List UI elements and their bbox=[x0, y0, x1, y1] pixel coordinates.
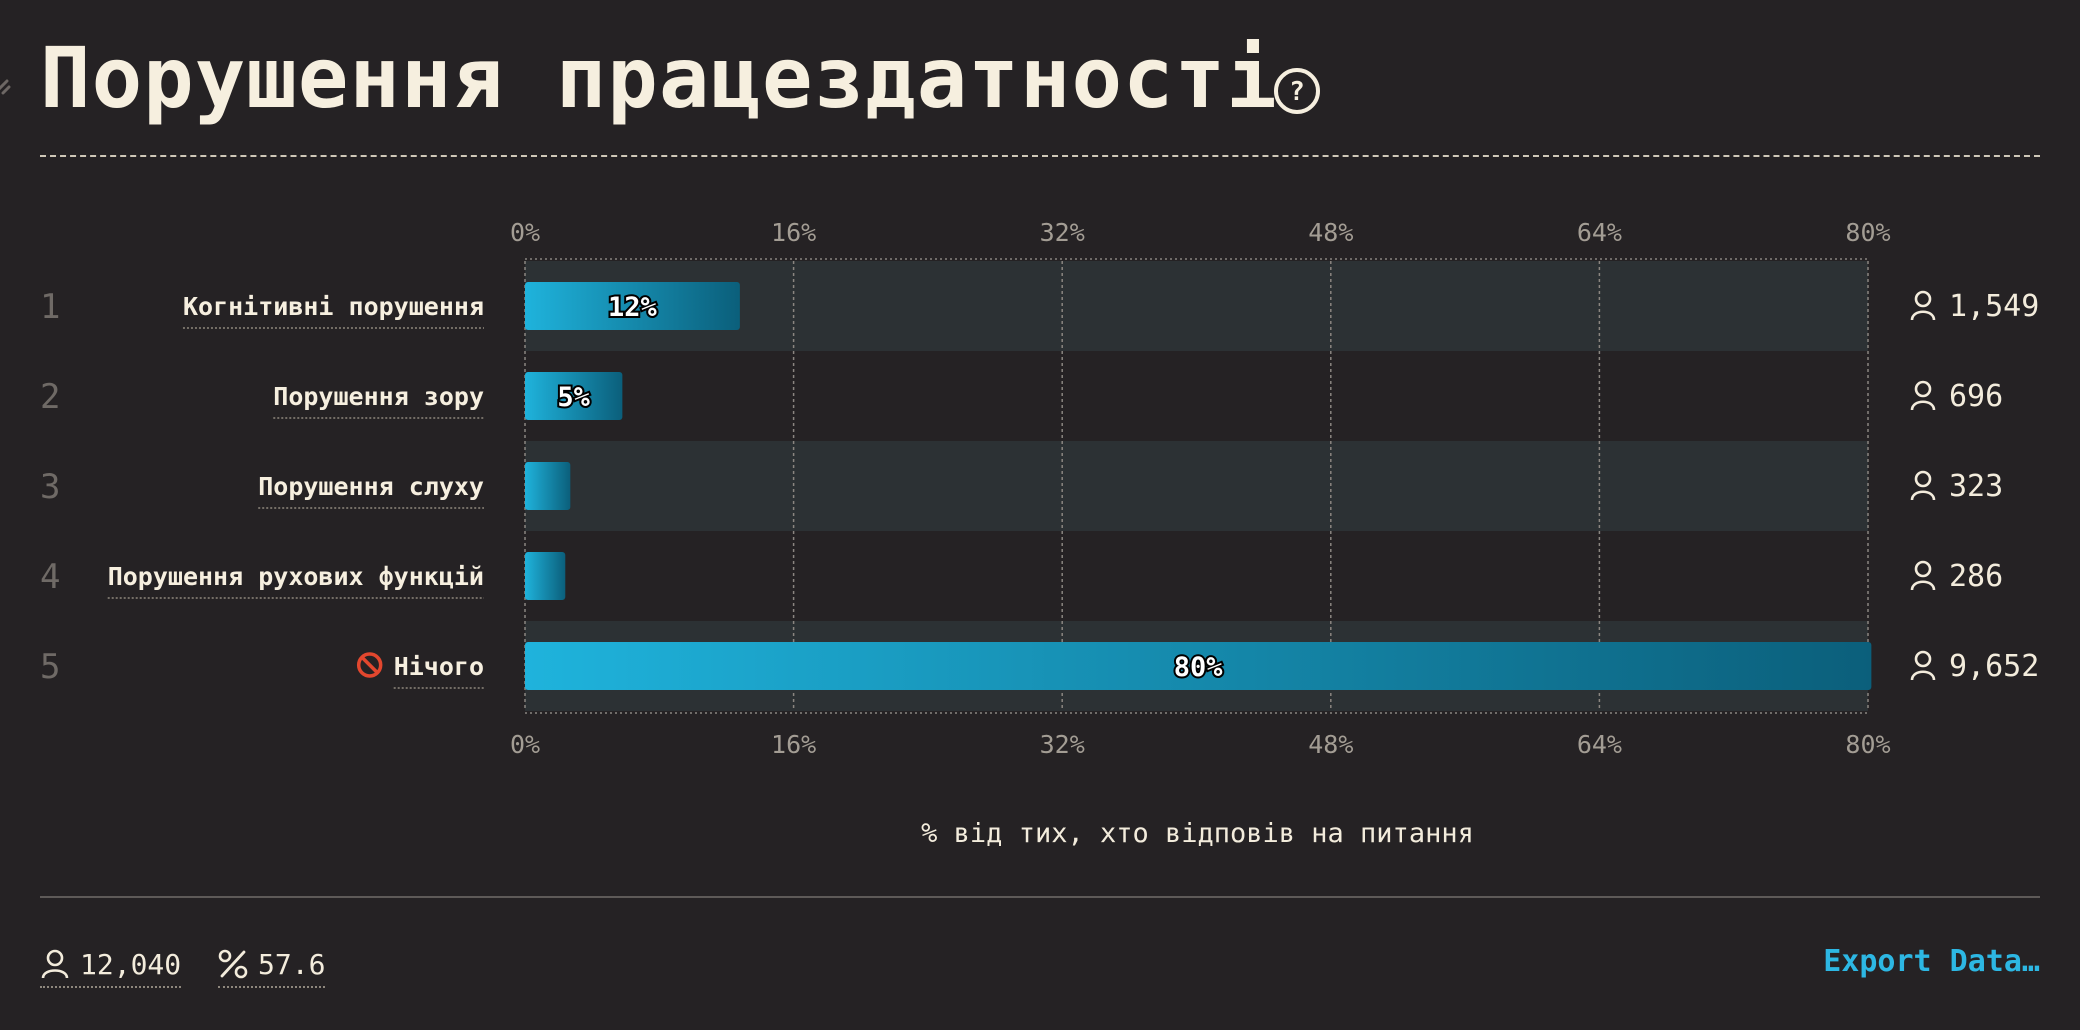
percent-icon bbox=[218, 949, 248, 979]
rank-number: 5 bbox=[40, 647, 60, 687]
category-label: Нічого bbox=[394, 652, 484, 681]
bar bbox=[525, 552, 566, 600]
export-data-button[interactable]: Export Data… bbox=[1823, 944, 2040, 979]
bar-value-label: 80% bbox=[1174, 652, 1224, 683]
bottom-tick-label: 64% bbox=[1577, 730, 1622, 759]
person-icon bbox=[1910, 380, 1936, 411]
bar bbox=[525, 462, 571, 510]
rank-number: 4 bbox=[40, 557, 60, 597]
top-tick-label: 32% bbox=[1040, 218, 1085, 247]
x-axis-title: % від тих, хто відповів на питання bbox=[921, 818, 1474, 849]
category-label: Порушення слуху bbox=[258, 472, 484, 501]
person-icon bbox=[41, 949, 69, 979]
footer-divider bbox=[40, 896, 2040, 898]
rank-number: 1 bbox=[40, 287, 60, 327]
bar bbox=[525, 372, 623, 420]
top-tick-label: 80% bbox=[1845, 218, 1890, 247]
prohibited-icon bbox=[356, 652, 383, 678]
bar bbox=[525, 282, 740, 330]
top-tick-label: 0% bbox=[510, 218, 540, 247]
top-tick-label: 16% bbox=[771, 218, 816, 247]
category-label: Порушення зору bbox=[273, 382, 484, 411]
bottom-tick-label: 48% bbox=[1308, 730, 1353, 759]
category-label: Порушення рухових функцій bbox=[108, 562, 484, 591]
person-icon bbox=[1910, 650, 1936, 681]
rank-number: 3 bbox=[40, 467, 60, 507]
row-band bbox=[525, 441, 1868, 531]
title-divider bbox=[40, 155, 2040, 157]
respondent-count: 9,652 bbox=[1949, 649, 2039, 684]
total-respondents-value: 12,040 bbox=[80, 947, 182, 981]
person-icon bbox=[1910, 560, 1936, 591]
percent-stat: 57.6 bbox=[218, 942, 326, 988]
bottom-tick-label: 80% bbox=[1845, 730, 1890, 759]
respondent-count: 286 bbox=[1949, 559, 2003, 594]
person-icon bbox=[1910, 290, 1936, 321]
bottom-tick-label: 32% bbox=[1040, 730, 1085, 759]
bar-value-label: 5% bbox=[557, 382, 590, 413]
bar-value-label: 12% bbox=[608, 292, 658, 323]
row-band bbox=[525, 261, 1868, 351]
person-icon bbox=[1910, 470, 1936, 501]
help-icon[interactable]: ? bbox=[1272, 66, 1322, 116]
respondent-count: 323 bbox=[1949, 469, 2003, 504]
page-title: Порушення працездатності bbox=[40, 29, 1278, 127]
top-tick-label: 64% bbox=[1577, 218, 1622, 247]
rank-number: 2 bbox=[40, 377, 60, 417]
percent-value: 57.6 bbox=[258, 947, 326, 981]
bottom-tick-label: 0% bbox=[510, 730, 540, 759]
svg-text:?: ? bbox=[1289, 77, 1305, 107]
link-icon[interactable] bbox=[0, 72, 20, 98]
top-tick-label: 48% bbox=[1308, 218, 1353, 247]
respondent-count: 1,549 bbox=[1949, 289, 2039, 324]
bottom-tick-label: 16% bbox=[771, 730, 816, 759]
total-respondents-stat: 12,040 bbox=[40, 942, 182, 988]
bar-chart: 0% 0% 16% 16% 32% 32% 48% 48% 64% 64% 80% 80% 1 Когні… bbox=[40, 218, 2039, 759]
bar bbox=[525, 642, 1872, 690]
respondent-count: 696 bbox=[1949, 379, 2003, 414]
category-label: Когнітивні порушення bbox=[183, 292, 484, 321]
